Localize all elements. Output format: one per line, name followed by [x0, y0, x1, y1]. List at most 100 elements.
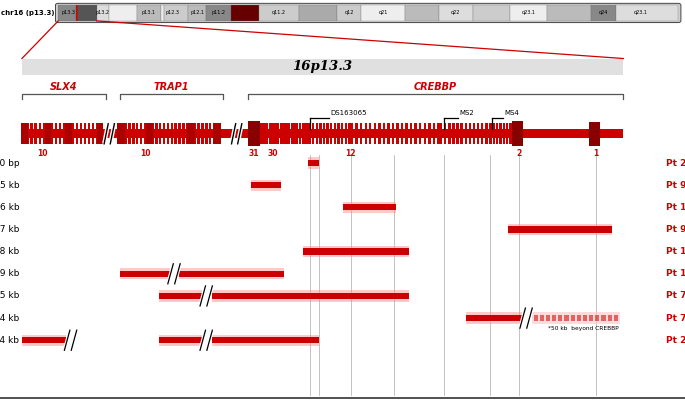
Bar [319, 123, 322, 144]
Bar [120, 270, 170, 277]
Bar [171, 123, 173, 144]
Bar [428, 123, 430, 144]
Bar [187, 123, 195, 144]
Bar [206, 5, 231, 21]
Bar [26, 123, 29, 144]
Bar [121, 123, 123, 144]
Bar [316, 123, 318, 144]
Bar [137, 5, 160, 21]
Bar [125, 123, 127, 144]
Bar [334, 123, 336, 144]
Text: SLX4: SLX4 [50, 82, 78, 92]
Bar [65, 123, 72, 144]
Bar [213, 123, 215, 144]
Bar [160, 5, 164, 21]
Bar [506, 123, 508, 144]
Bar [601, 315, 606, 321]
Text: Pt 90: Pt 90 [666, 181, 685, 190]
Bar [356, 123, 358, 144]
Bar [59, 123, 62, 144]
Text: p12.3: p12.3 [166, 10, 180, 15]
Bar [63, 123, 66, 144]
Text: q22: q22 [451, 10, 460, 15]
Bar [21, 123, 28, 144]
Bar [345, 123, 347, 144]
Bar [212, 293, 409, 299]
Bar [290, 123, 293, 144]
Bar [147, 123, 150, 144]
Text: 930 bp: 930 bp [0, 158, 19, 168]
Bar [159, 290, 202, 302]
Text: p12.1: p12.1 [190, 10, 204, 15]
Bar [348, 123, 351, 144]
Bar [473, 5, 510, 21]
Bar [79, 123, 82, 144]
Bar [452, 123, 455, 144]
Bar [30, 123, 33, 144]
Bar [42, 123, 45, 144]
Bar [163, 123, 165, 144]
Bar [312, 123, 314, 144]
Bar [362, 5, 405, 21]
Bar [510, 5, 547, 21]
Bar [595, 315, 599, 321]
Text: q23.1: q23.1 [522, 10, 536, 15]
Text: Pt 70: Pt 70 [666, 314, 685, 323]
Bar [197, 123, 200, 144]
Bar [437, 123, 440, 144]
Bar [337, 123, 340, 144]
Text: CREBBP: CREBBP [414, 82, 457, 92]
Bar [323, 123, 325, 144]
Bar [296, 123, 299, 144]
Bar [285, 123, 288, 144]
Bar [136, 123, 138, 144]
Bar [308, 157, 319, 168]
Text: 12: 12 [345, 149, 356, 158]
Bar [67, 123, 70, 144]
Bar [342, 204, 396, 211]
Bar [190, 123, 192, 144]
Bar [508, 224, 612, 235]
Bar [251, 182, 281, 189]
Bar [301, 123, 304, 144]
Bar [423, 123, 426, 144]
Bar [304, 123, 307, 144]
Bar [279, 123, 282, 144]
Bar [419, 123, 421, 144]
Text: 65 kb: 65 kb [0, 291, 19, 301]
Bar [364, 123, 367, 144]
Bar [277, 123, 279, 144]
Bar [38, 123, 41, 144]
Bar [330, 123, 332, 144]
Bar [534, 315, 538, 321]
Text: q24: q24 [599, 10, 608, 15]
Text: 154 kb: 154 kb [0, 336, 19, 345]
Bar [22, 337, 66, 344]
Bar [186, 123, 188, 144]
Text: 17 kb: 17 kb [0, 225, 19, 234]
Bar [179, 270, 284, 277]
Bar [100, 123, 103, 144]
Text: 5 kb: 5 kb [0, 181, 19, 190]
Bar [293, 123, 296, 144]
Bar [178, 123, 181, 144]
Bar [22, 334, 66, 346]
Bar [205, 123, 208, 144]
Text: 59 kb: 59 kb [0, 269, 19, 278]
Text: 31: 31 [248, 149, 259, 158]
Bar [166, 123, 169, 144]
Text: chr16 (p13.3): chr16 (p13.3) [1, 10, 55, 16]
Bar [248, 121, 260, 146]
Bar [508, 226, 612, 233]
Bar [299, 123, 301, 144]
Text: *50 kb  beyond CREBBP: *50 kb beyond CREBBP [548, 326, 619, 331]
Bar [212, 337, 319, 344]
Bar [97, 123, 103, 144]
Bar [266, 123, 269, 144]
Bar [496, 123, 498, 144]
Bar [546, 315, 550, 321]
Bar [144, 123, 146, 144]
Text: 10: 10 [37, 149, 48, 158]
Bar [151, 123, 154, 144]
Bar [512, 121, 523, 146]
